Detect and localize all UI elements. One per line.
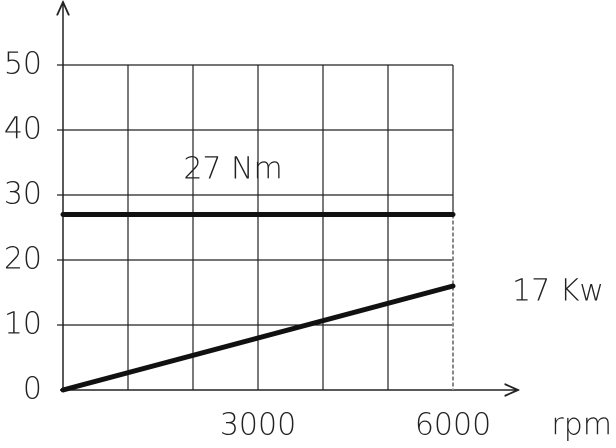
y-tick-label: 30 bbox=[4, 177, 42, 212]
x-tick-label: 3000 bbox=[220, 408, 296, 443]
annotation: 17 Kw bbox=[512, 274, 604, 309]
x-tick-label: 6000 bbox=[415, 408, 491, 443]
x-axis-label: rpm bbox=[551, 408, 612, 443]
annotation: 27 Nm bbox=[183, 152, 282, 187]
y-tick-label: 40 bbox=[4, 112, 42, 147]
y-tick-label: 20 bbox=[4, 242, 42, 277]
y-tick-label: 10 bbox=[4, 307, 42, 342]
series-line bbox=[60, 283, 456, 393]
y-tick-label: 0 bbox=[23, 372, 42, 407]
y-tick-label: 50 bbox=[4, 47, 42, 82]
